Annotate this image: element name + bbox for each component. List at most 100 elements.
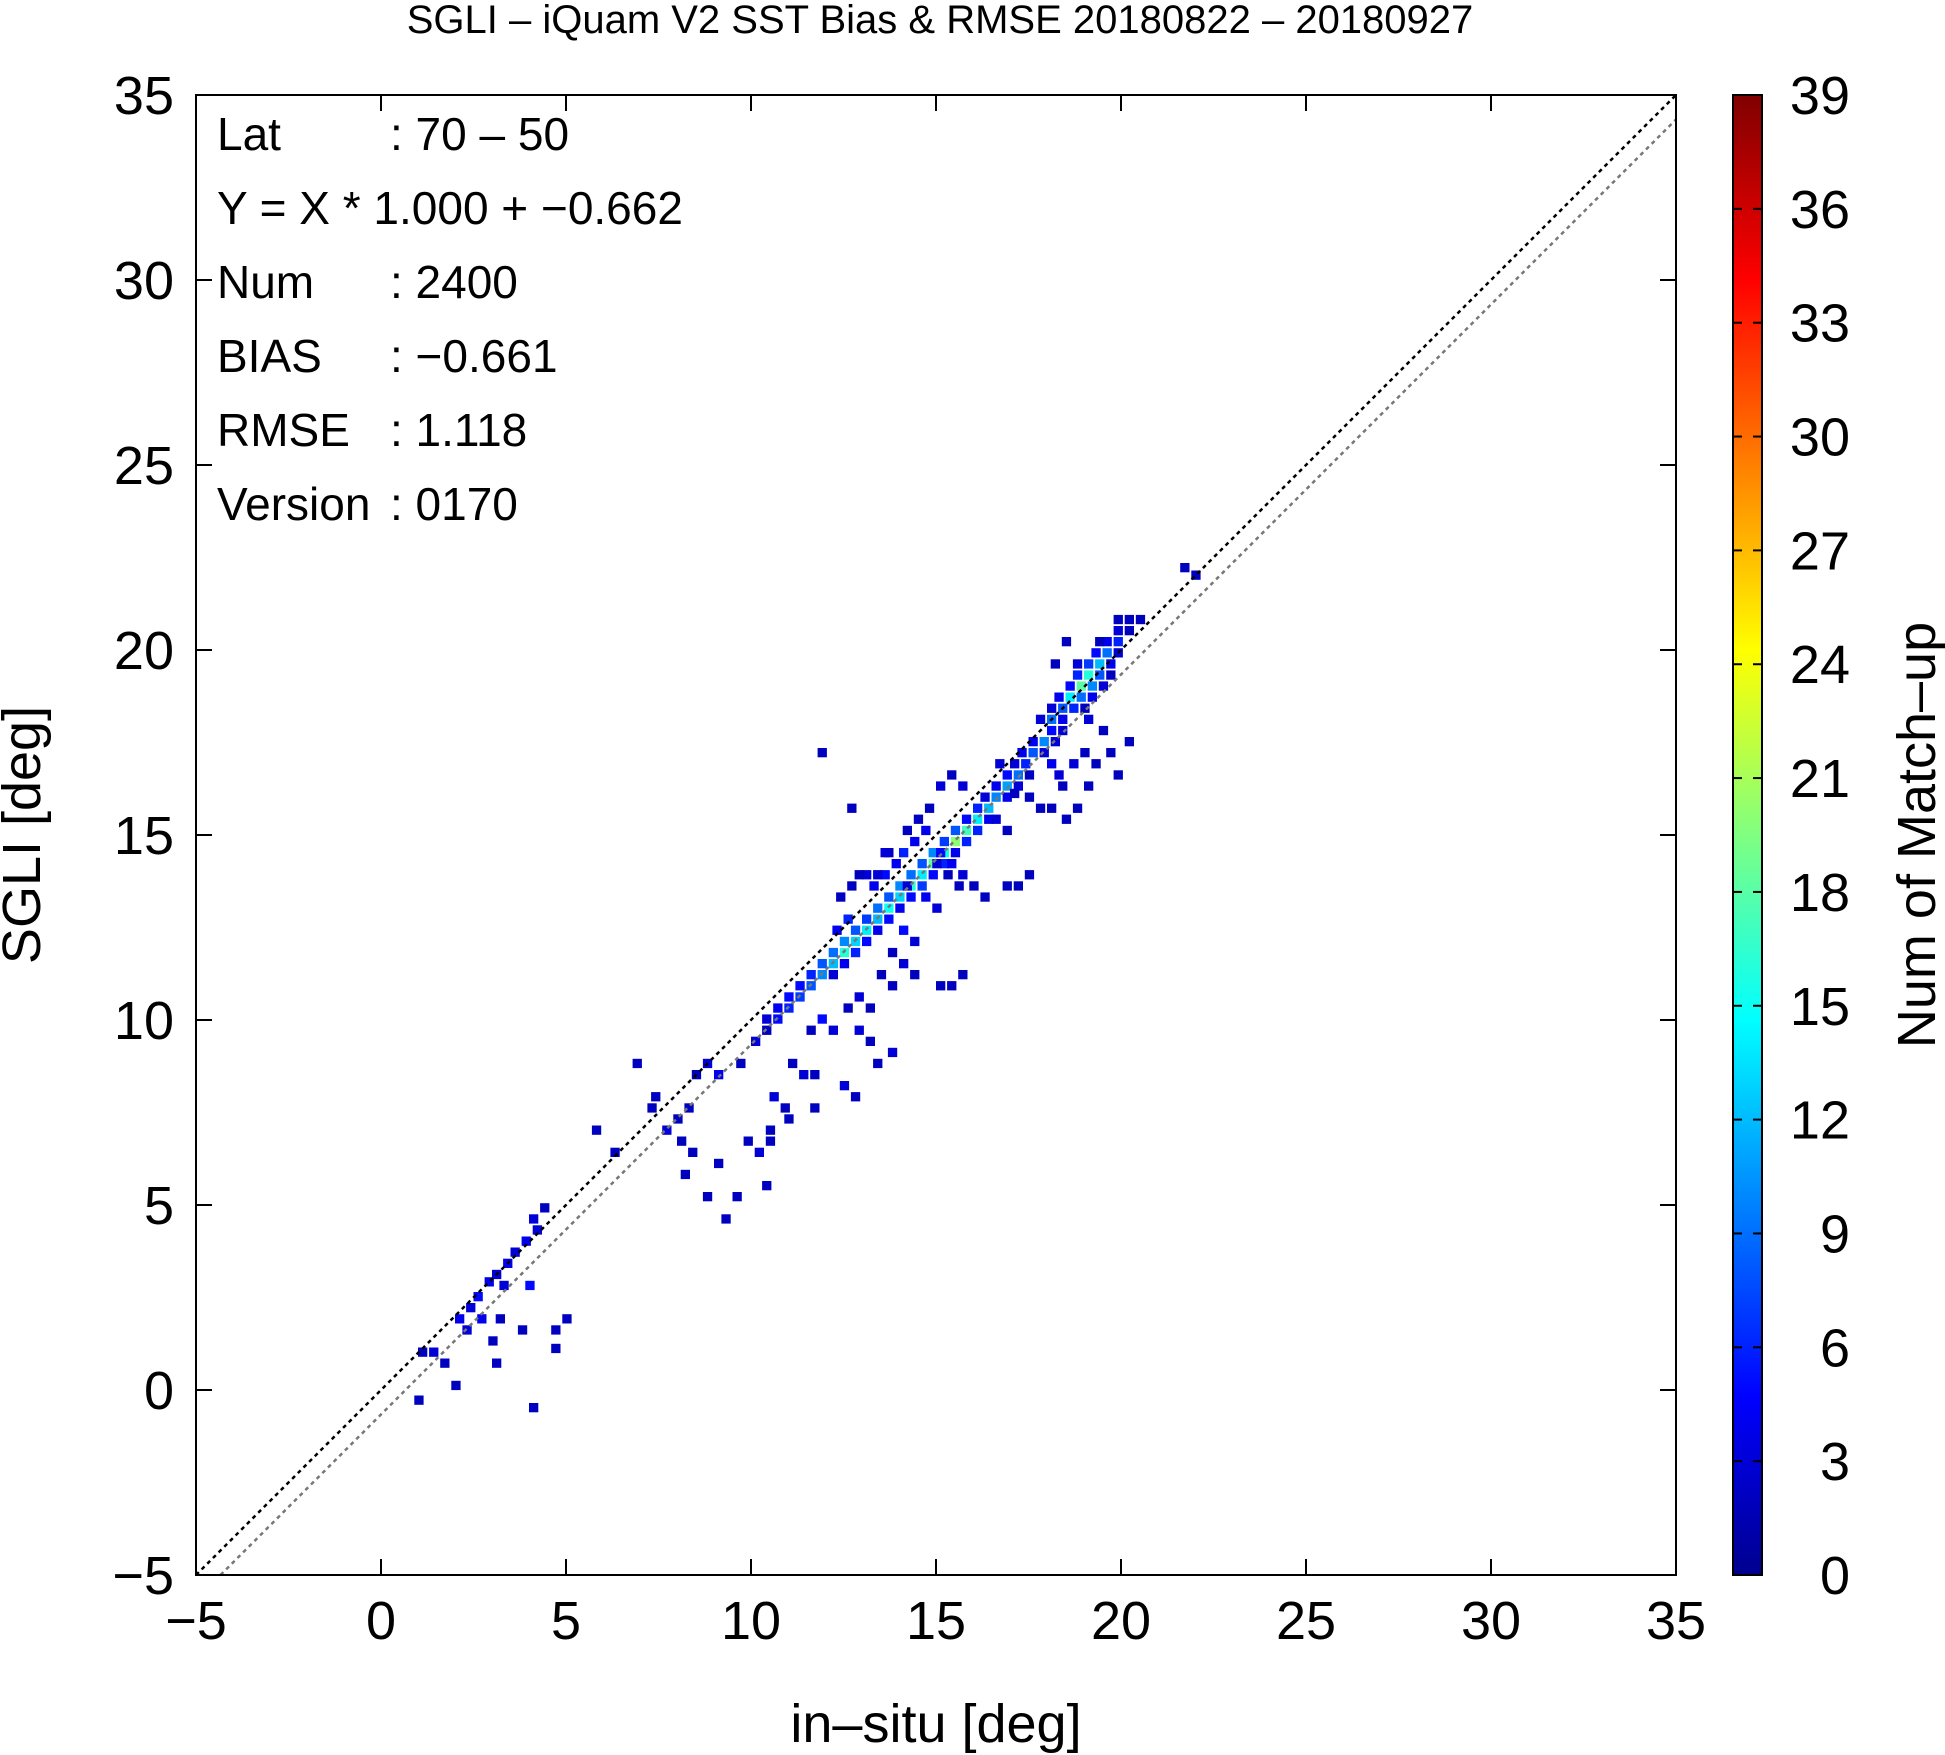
- x-axis-label: in–situ [deg]: [790, 1694, 1081, 1754]
- heatmap-cell: [828, 947, 838, 958]
- heatmap-cell: [1021, 759, 1031, 769]
- heatmap-cell: [991, 814, 1001, 824]
- heatmap-cell: [928, 870, 938, 880]
- heatmap-cell: [1102, 648, 1112, 658]
- heatmap-cell: [1087, 692, 1097, 702]
- heatmap-cell: [473, 1292, 483, 1302]
- heatmap-cell: [817, 1014, 827, 1024]
- heatmap-cell: [895, 881, 905, 891]
- stats-box: Lat: 70 – 50 Y = X * 1.000 + −0.662 Num: 2…: [217, 108, 683, 530]
- heatmap-cell: [521, 1236, 531, 1246]
- heatmap-cell: [1065, 692, 1075, 702]
- y-axis-label: SGLI [deg]: [0, 706, 52, 964]
- heatmap-cell: [910, 836, 920, 847]
- heatmap-cell: [936, 848, 946, 858]
- stat-label: Version: [217, 478, 370, 530]
- heatmap-cell: [806, 970, 816, 980]
- heatmap-cell: [895, 892, 905, 902]
- heatmap-cell: [865, 1003, 875, 1013]
- heatmap-cell: [1039, 737, 1049, 747]
- heatmap-cell: [932, 903, 942, 913]
- heatmap-cell: [1061, 637, 1072, 647]
- heatmap-cell: [1072, 659, 1083, 669]
- colorbar-tick-label: 9: [1820, 1204, 1850, 1264]
- heatmap-cell: [1013, 781, 1023, 791]
- heatmap-cell: [1087, 681, 1097, 691]
- heatmap-cell: [662, 1125, 672, 1135]
- stat-value: : 0170: [390, 478, 518, 530]
- heatmap-cell: [899, 959, 909, 969]
- colorbar-tick-label: 24: [1790, 635, 1850, 695]
- heatmap-cell: [991, 781, 1001, 791]
- heatmap-cell: [906, 892, 916, 902]
- y-tick-label: 10: [114, 991, 174, 1051]
- y-tick-label: 25: [114, 436, 174, 496]
- heatmap-cell: [887, 981, 898, 991]
- heatmap-cell: [540, 1203, 550, 1213]
- heatmap-cell: [917, 870, 927, 880]
- heatmap-cell: [762, 1181, 772, 1191]
- x-tick-label: 25: [1276, 1591, 1336, 1651]
- heatmap-cell: [1054, 770, 1064, 780]
- stat-value: : 1.118: [390, 404, 527, 456]
- colorbar-tick-label: 6: [1820, 1318, 1850, 1378]
- heatmap-cell: [817, 959, 827, 969]
- x-tick-label: −5: [165, 1591, 227, 1651]
- heatmap-cell: [850, 1092, 861, 1102]
- heatmap-cell: [980, 892, 990, 902]
- heatmap-cell: [980, 792, 990, 802]
- heatmap-cell: [1095, 670, 1105, 680]
- heatmap-cell: [1102, 637, 1112, 647]
- heatmap-cell: [950, 836, 961, 847]
- heatmap-cells: [414, 563, 1201, 1413]
- heatmap-cell: [995, 759, 1005, 769]
- colorbar-tick-label: 36: [1790, 180, 1850, 240]
- heatmap-cell: [799, 1070, 809, 1080]
- heatmap-cell: [1002, 792, 1012, 802]
- heatmap-cell: [873, 925, 883, 935]
- heatmap-cell: [973, 825, 983, 836]
- heatmap-cell: [1047, 703, 1057, 713]
- heatmap-cell: [902, 825, 912, 836]
- heatmap-cell: [673, 1114, 683, 1124]
- heatmap-cell: [880, 870, 890, 880]
- heatmap-cell: [910, 970, 920, 980]
- heatmap-cell: [532, 1225, 542, 1235]
- heatmap-cell: [1010, 788, 1020, 799]
- heatmap-cell: [958, 781, 968, 791]
- heatmap-cell: [1058, 781, 1068, 791]
- heatmap-cell: [887, 947, 898, 958]
- heatmap-cell: [973, 814, 983, 824]
- heatmap-cell: [529, 1214, 539, 1224]
- heatmap-cell: [414, 1395, 424, 1405]
- heatmap-cell: [1106, 659, 1116, 669]
- heatmap-cell: [773, 1003, 783, 1013]
- heatmap-cell: [1024, 770, 1035, 780]
- heatmap-cell: [551, 1343, 561, 1354]
- heatmap-cell: [810, 1103, 820, 1113]
- heatmap-cell: [418, 1347, 428, 1357]
- x-tick-label: 35: [1646, 1591, 1706, 1651]
- heatmap-cell: [1010, 759, 1020, 769]
- heatmap-cell: [455, 1314, 465, 1324]
- heatmap-cell: [839, 959, 850, 969]
- colorbar-tick-label: 12: [1790, 1091, 1850, 1151]
- y-tick-label: 5: [144, 1176, 174, 1236]
- stat-label: Lat: [217, 108, 281, 160]
- heatmap-cell: [913, 814, 924, 824]
- heatmap-cell: [1002, 770, 1012, 780]
- stat-value: : −0.661: [390, 330, 558, 382]
- heatmap-cell: [1002, 825, 1012, 836]
- heatmap-cell: [451, 1380, 461, 1391]
- heatmap-cell: [1113, 637, 1123, 647]
- heatmap-cell: [1058, 725, 1068, 736]
- colorbar-tick-label: 27: [1790, 521, 1850, 581]
- heatmap-cell: [477, 1314, 487, 1324]
- heatmap-cell: [1091, 648, 1101, 658]
- heatmap-cell: [440, 1358, 450, 1368]
- heatmap-cell: [562, 1314, 572, 1324]
- heatmap-cell: [714, 1158, 724, 1169]
- heatmap-cell: [1047, 725, 1057, 736]
- heatmap-cell: [950, 825, 961, 836]
- heatmap-cell: [854, 1025, 864, 1035]
